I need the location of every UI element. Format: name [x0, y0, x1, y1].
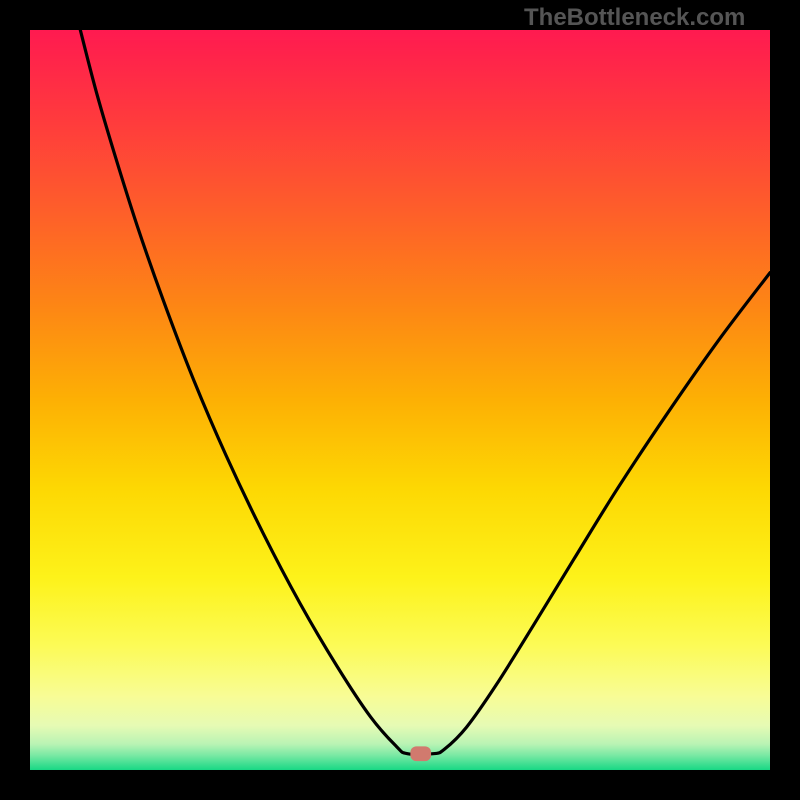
curve-layer	[0, 0, 800, 800]
chart-frame: TheBottleneck.com	[0, 0, 800, 800]
bottleneck-curve	[80, 30, 770, 755]
minimum-marker	[410, 746, 431, 761]
watermark-text: TheBottleneck.com	[524, 4, 745, 32]
